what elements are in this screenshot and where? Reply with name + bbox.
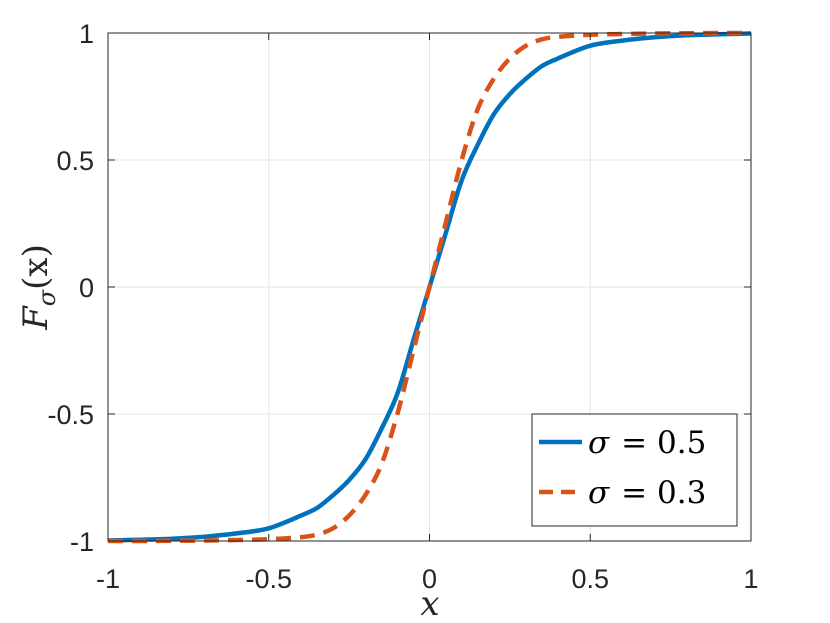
y-axis-label-arg: (x) [16, 244, 56, 290]
legend-label-1-value: = 0.3 [621, 475, 706, 511]
y-tick-label: -1 [70, 527, 94, 557]
y-axis-label: Fσ(x) [16, 244, 61, 331]
x-tick-labels: -1 -0.5 0 0.5 1 [96, 564, 759, 594]
legend-box [531, 413, 738, 527]
legend-label-0: σ = 0.5 [588, 425, 706, 461]
y-tick-label: 1 [79, 19, 94, 49]
y-tick-labels: -1 -0.5 0 0.5 1 [47, 19, 94, 557]
x-axis-label: x [420, 584, 439, 623]
x-tick-label: -0.5 [245, 564, 292, 594]
y-axis-label-main: F [16, 305, 56, 331]
y-tick-label: -0.5 [47, 400, 94, 430]
x-tick-label: 1 [743, 564, 758, 594]
series-group [107, 30, 752, 544]
y-tick-label: 0 [79, 273, 94, 303]
legend: σ = 0.5 σ = 0.3 [531, 413, 738, 527]
y-tick-label: 0.5 [56, 146, 94, 176]
legend-label-1: σ = 0.3 [588, 475, 706, 511]
legend-label-1-symbol: σ [588, 475, 610, 511]
series-line-1 [107, 30, 751, 544]
x-tick-label: 0 [422, 564, 437, 594]
x-tick-label: 0.5 [571, 564, 609, 594]
tick-marks [107, 32, 752, 542]
y-axis-label-sub: σ [33, 289, 61, 306]
legend-label-0-value: = 0.5 [621, 425, 706, 461]
legend-label-0-symbol: σ [588, 425, 610, 461]
x-tick-label: -1 [96, 564, 120, 594]
